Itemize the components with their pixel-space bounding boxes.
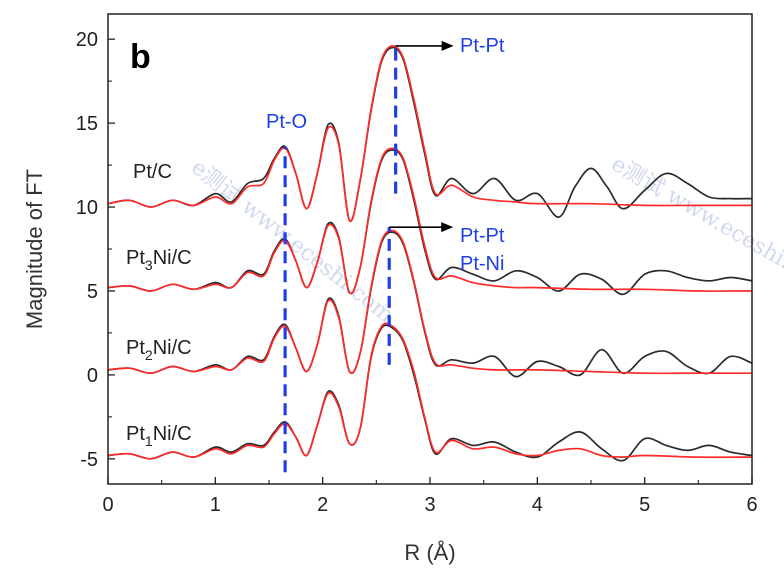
y-tick-label: -5 — [80, 449, 98, 471]
fit-curve-1 — [107, 147, 753, 295]
dashed-lines-layer — [283, 45, 398, 473]
sample-label-2: Pt2Ni/C — [126, 337, 192, 363]
x-tick-label: 4 — [532, 494, 543, 516]
experiment-curve-2 — [107, 231, 753, 378]
y-tick-label: 20 — [76, 29, 98, 51]
x-tick-label: 2 — [317, 494, 328, 516]
x-tick-label: 1 — [210, 494, 221, 516]
y-tick-label: 5 — [87, 281, 98, 303]
fit-curve-3 — [107, 322, 753, 460]
watermark-left: e测试 www.eceshi.com — [186, 155, 398, 328]
experiment-curve-0 — [107, 46, 753, 223]
pt-pt-mid-label: Pt-Pt — [460, 225, 505, 247]
x-axis-title: R (Å) — [404, 540, 455, 565]
x-tick-label: 5 — [639, 494, 650, 516]
pt-ptni-arrow-head — [441, 222, 454, 233]
x-tick-label: 6 — [746, 494, 757, 516]
sample-label-1: Pt3Ni/C — [126, 247, 192, 273]
y-tick-label: 10 — [76, 197, 98, 219]
sample-label-0: Pt/C — [133, 161, 172, 183]
pt-ni-label: Pt-Ni — [460, 253, 504, 275]
fit-curve-2 — [107, 229, 752, 375]
y-tick-label: 15 — [76, 113, 98, 135]
y-axis-ticks: -5 0 5 10 15 20 — [76, 29, 115, 471]
pt-o-label: Pt-O — [266, 111, 307, 133]
pt-pt-top-arrow-head — [441, 40, 454, 51]
x-tick-label: 0 — [102, 494, 113, 516]
y-tick-label: 0 — [87, 365, 98, 387]
annotation-arrows — [389, 40, 454, 233]
fit-curve-0 — [107, 45, 752, 223]
sample-labels: Pt/C Pt3Ni/C Pt2Ni/C Pt1Ni/C — [126, 161, 192, 449]
plot-frame — [107, 13, 753, 485]
panel-letter: b — [130, 38, 151, 76]
watermark-right: e测试 www.eceshi.com — [607, 152, 784, 298]
x-axis-ticks: 0 1 2 3 4 5 6 — [102, 477, 758, 516]
sample-label-3: Pt1Ni/C — [126, 423, 192, 449]
pt-pt-top-label: Pt-Pt — [460, 35, 505, 57]
y-axis-title: Magnitude of FT — [22, 169, 47, 329]
curves-layer — [107, 45, 753, 462]
x-tick-label: 3 — [424, 494, 435, 516]
